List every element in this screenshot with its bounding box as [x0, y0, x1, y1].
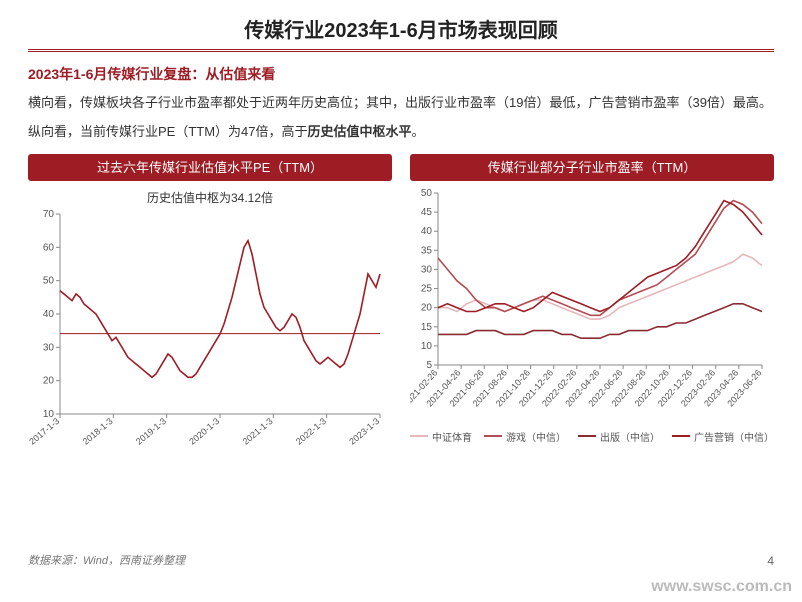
svg-text:50: 50 — [43, 275, 55, 286]
left-chart-body: 102030405060702017-1-32018-1-32019-1-320… — [28, 208, 392, 458]
svg-text:2023-1-3: 2023-1-3 — [347, 415, 381, 446]
svg-text:2020-1-3: 2020-1-3 — [187, 415, 221, 446]
charts-row: 过去六年传媒行业估值水平PE（TTM） 历史估值中枢为34.12倍 10 20 30… — [28, 154, 774, 458]
data-source: 数据来源：Wind，西南证券整理 — [28, 552, 185, 568]
paragraph-1: 横向看，传媒板块各子行业市盈率都处于近两年历史高位；其中，出版行业市盈率（19倍… — [28, 92, 774, 115]
para2-bold: 历史估值中枢水平 — [308, 124, 412, 139]
legend-label: 出版（中信） — [600, 429, 660, 444]
right-chart-col: 传媒行业部分子行业市盈率（TTM） 5101520253035404550202… — [410, 154, 774, 458]
rule-bottom — [28, 51, 774, 52]
svg-text:2021-1-3: 2021-1-3 — [241, 415, 275, 446]
rule-top — [28, 49, 774, 50]
legend-item: 广告营销（中信） — [672, 429, 774, 444]
svg-text:2022-1-3: 2022-1-3 — [294, 415, 328, 446]
svg-text:20: 20 — [43, 375, 55, 386]
legend-swatch — [578, 435, 596, 437]
left-chart-note: 历史估值中枢为34.12倍 — [28, 189, 392, 206]
watermark: www.swsc.com.cn — [651, 578, 792, 596]
para2-tail: 。 — [412, 124, 425, 139]
svg-text:15: 15 — [421, 321, 433, 332]
legend-label: 中证体育 — [432, 429, 472, 444]
svg-text:30: 30 — [421, 264, 433, 275]
right-chart-caption: 传媒行业部分子行业市盈率（TTM） — [410, 154, 774, 181]
legend-label: 游戏（中信） — [506, 429, 566, 444]
svg-text:2019-1-3: 2019-1-3 — [134, 415, 168, 446]
svg-text:2017-1-3: 2017-1-3 — [28, 415, 61, 446]
svg-text:2018-1-3: 2018-1-3 — [81, 415, 115, 446]
left-chart-caption: 过去六年传媒行业估值水平PE（TTM） — [28, 154, 392, 181]
svg-text:10: 10 — [421, 340, 433, 351]
page-title: 传媒行业2023年1-6月市场表现回顾 — [244, 14, 557, 43]
svg-text:50: 50 — [421, 188, 433, 199]
legend-label: 广告营销（中信） — [694, 429, 774, 444]
legend-swatch — [410, 435, 428, 437]
svg-text:25: 25 — [421, 283, 433, 294]
page-number: 4 — [767, 554, 774, 568]
svg-text:20: 20 — [421, 302, 433, 313]
svg-text:40: 40 — [421, 226, 433, 237]
legend-item: 游戏（中信） — [484, 429, 566, 444]
right-chart-svg: 51015202530354045502021-02-262021-04-262… — [410, 187, 770, 425]
svg-text:40: 40 — [43, 309, 55, 320]
left-chart-col: 过去六年传媒行业估值水平PE（TTM） 历史估值中枢为34.12倍 102030… — [28, 154, 392, 458]
legend-swatch — [484, 435, 502, 437]
right-chart-body: 51015202530354045502021-02-262021-04-262… — [410, 187, 774, 425]
svg-text:35: 35 — [421, 245, 433, 256]
para2-lead: 纵向看，当前传媒行业PE（TTM）为47倍，高于 — [28, 124, 308, 139]
svg-text:60: 60 — [43, 242, 55, 253]
paragraph-2: 纵向看，当前传媒行业PE（TTM）为47倍，高于历史估值中枢水平。 — [28, 121, 774, 144]
svg-text:70: 70 — [43, 209, 55, 220]
legend-item: 中证体育 — [410, 429, 472, 444]
right-chart-legend: 中证体育 游戏（中信） 出版（中信） 广告营销（中信） — [410, 429, 774, 444]
subheading: 2023年1-6月传媒行业复盘：从估值来看 — [28, 64, 774, 84]
svg-text:30: 30 — [43, 342, 55, 353]
title-row: 传媒行业2023年1-6月市场表现回顾 — [28, 14, 774, 43]
left-chart-svg: 102030405060702017-1-32018-1-32019-1-320… — [28, 208, 388, 458]
slide: 传媒行业2023年1-6月市场表现回顾 2023年1-6月传媒行业复盘：从估值来… — [0, 0, 802, 602]
legend-item: 出版（中信） — [578, 429, 660, 444]
svg-text:45: 45 — [421, 207, 433, 218]
legend-swatch — [672, 435, 690, 437]
